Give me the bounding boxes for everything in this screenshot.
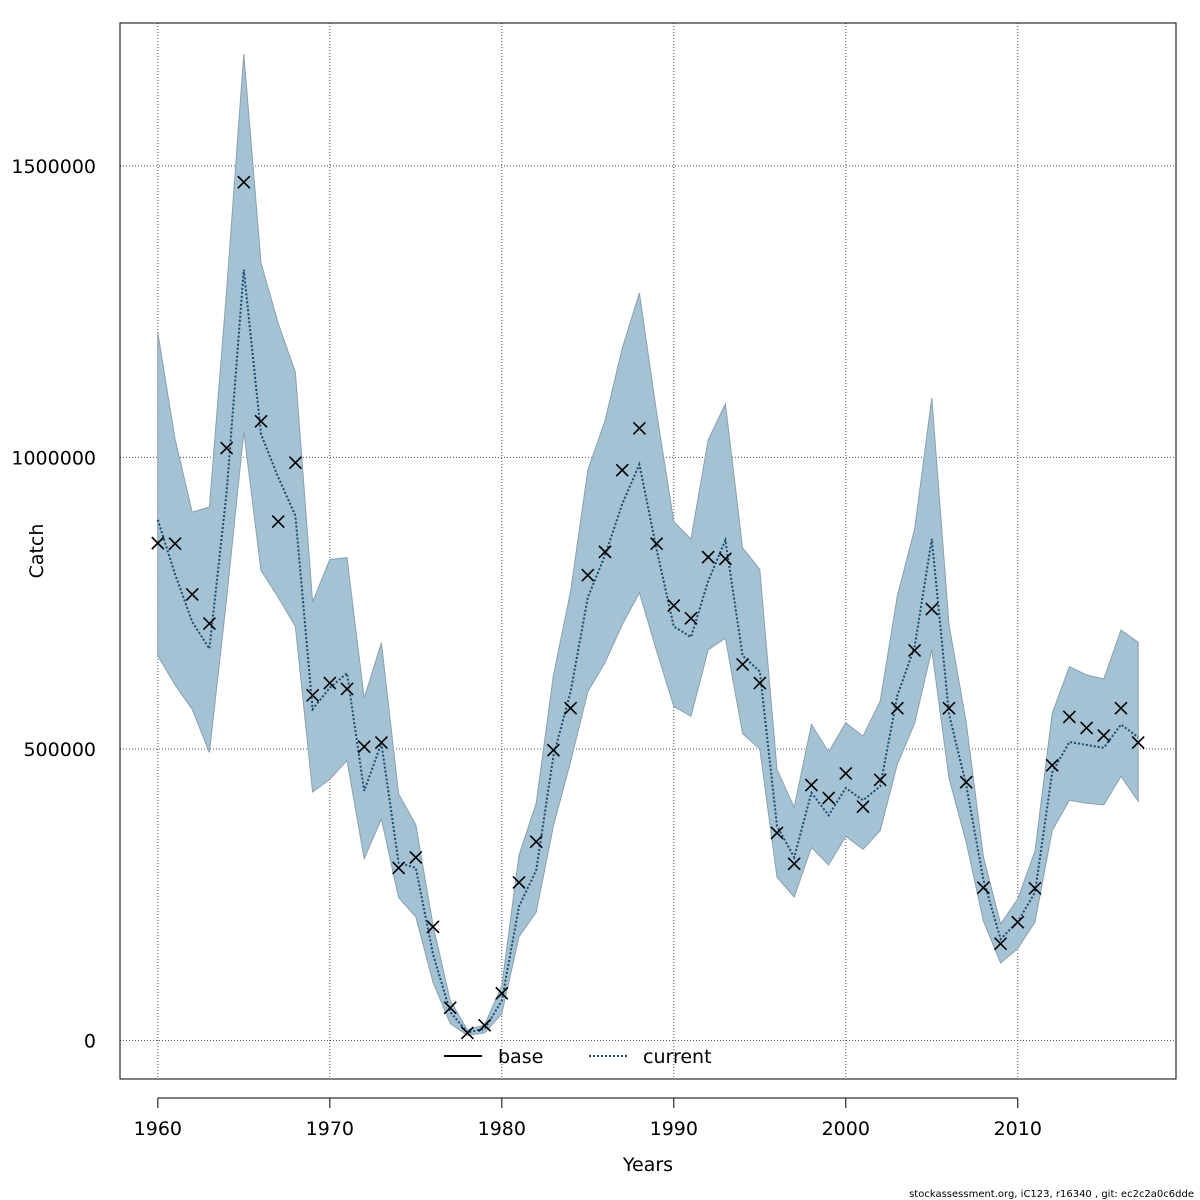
series-line-layer bbox=[156, 269, 1139, 1034]
observation-marker-2004 bbox=[908, 643, 922, 657]
observation-marker-1968 bbox=[288, 456, 302, 470]
observation-marker-2016 bbox=[1114, 701, 1128, 715]
observation-marker-2010 bbox=[1011, 915, 1025, 929]
observation-marker-1980 bbox=[495, 986, 509, 1000]
observation-marker-1988 bbox=[632, 421, 646, 435]
x-axis: 1960 1970 1980 1990 2000 2010 bbox=[134, 1097, 1042, 1140]
observation-marker-1992 bbox=[701, 550, 715, 564]
x-tick-label-2010: 2010 bbox=[994, 1118, 1042, 1140]
x-tick-label-1970: 1970 bbox=[306, 1118, 354, 1140]
observation-marker-1973 bbox=[374, 735, 388, 750]
observation-marker-1993 bbox=[718, 552, 732, 566]
x-tick-label-1990: 1990 bbox=[650, 1118, 698, 1140]
observation-marker-1960 bbox=[151, 536, 165, 550]
observation-marker-1962 bbox=[185, 587, 199, 602]
observation-marker-1982 bbox=[529, 835, 543, 849]
observation-marker-2007 bbox=[959, 775, 973, 789]
y-axis-title: Catch bbox=[26, 524, 48, 579]
observation-marker-1987 bbox=[615, 463, 629, 477]
x-tick-label-1960: 1960 bbox=[134, 1118, 182, 1140]
observation-marker-1971 bbox=[340, 682, 354, 696]
x-axis-title: Years bbox=[622, 1154, 673, 1176]
observation-marker-1976 bbox=[426, 920, 440, 934]
confidence-band-layer bbox=[157, 53, 1139, 1036]
observation-marker-2009 bbox=[994, 937, 1008, 951]
observation-marker-1983 bbox=[546, 743, 560, 757]
x-tick-label-1980: 1980 bbox=[478, 1118, 526, 1140]
observation-marker-1967 bbox=[271, 514, 285, 529]
legend-label-base: base bbox=[498, 1046, 543, 1068]
observation-marker-1994 bbox=[736, 657, 750, 671]
observation-marker-2002 bbox=[873, 773, 887, 787]
observation-marker-2005 bbox=[925, 602, 939, 616]
observation-marker-2013 bbox=[1062, 710, 1076, 724]
observation-marker-1984 bbox=[564, 701, 578, 715]
observation-marker-1963 bbox=[202, 617, 216, 631]
observation-marker-1977 bbox=[443, 1001, 457, 1015]
observation-marker-2003 bbox=[890, 701, 904, 715]
observation-marker-1996 bbox=[770, 826, 784, 840]
observation-marker-1961 bbox=[168, 537, 182, 551]
observation-marker-1974 bbox=[392, 861, 406, 875]
y-axis: 0 500000 1000000 1500000 bbox=[11, 156, 96, 1053]
observation-marker-2015 bbox=[1097, 728, 1111, 743]
y-tick-label-1000000: 1000000 bbox=[11, 447, 96, 469]
observation-marker-1969 bbox=[306, 688, 320, 702]
observation-marker-1965 bbox=[237, 175, 251, 189]
observation-marker-1986 bbox=[598, 545, 612, 559]
y-tick-label-0: 0 bbox=[84, 1031, 96, 1053]
observation-marker-1981 bbox=[512, 875, 526, 890]
observation-marker-1964 bbox=[220, 441, 234, 455]
observation-marker-2008 bbox=[976, 881, 990, 895]
legend-label-current: current bbox=[643, 1046, 712, 1068]
observation-marker-1970 bbox=[323, 676, 337, 690]
observation-marker-1985 bbox=[581, 568, 595, 582]
confidence-band bbox=[157, 53, 1139, 1036]
y-tick-label-500000: 500000 bbox=[23, 739, 96, 761]
observation-marker-1997 bbox=[787, 857, 801, 871]
observation-marker-1995 bbox=[753, 676, 767, 690]
legend: base current bbox=[444, 1046, 712, 1068]
observation-marker-1998 bbox=[804, 778, 818, 792]
observation-marker-2006 bbox=[942, 701, 956, 715]
observation-marker-1990 bbox=[667, 598, 681, 613]
observation-marker-1978 bbox=[460, 1026, 474, 1040]
observation-marker-2017 bbox=[1131, 735, 1145, 750]
observation-marker-1975 bbox=[409, 850, 423, 864]
observation-marker-2011 bbox=[1028, 881, 1042, 895]
observation-marker-1989 bbox=[650, 537, 664, 551]
observation-marker-2001 bbox=[856, 800, 870, 814]
observation-marker-layer bbox=[151, 175, 1145, 1040]
observation-marker-2012 bbox=[1045, 758, 1059, 772]
observation-marker-1999 bbox=[822, 791, 836, 805]
plot-frame bbox=[119, 22, 1177, 1080]
observation-marker-1972 bbox=[357, 740, 371, 754]
x-tick-label-2000: 2000 bbox=[822, 1118, 870, 1140]
observation-marker-1979 bbox=[478, 1018, 492, 1032]
observation-marker-1991 bbox=[684, 611, 698, 625]
observation-marker-2014 bbox=[1080, 721, 1094, 735]
observation-marker-2000 bbox=[839, 766, 853, 781]
y-tick-label-1500000: 1500000 bbox=[11, 156, 96, 178]
footnote: stockassessment.org, iC123, r16340 , git… bbox=[909, 1189, 1194, 1200]
series-line-current bbox=[156, 269, 1139, 1034]
observation-marker-1966 bbox=[254, 414, 268, 428]
